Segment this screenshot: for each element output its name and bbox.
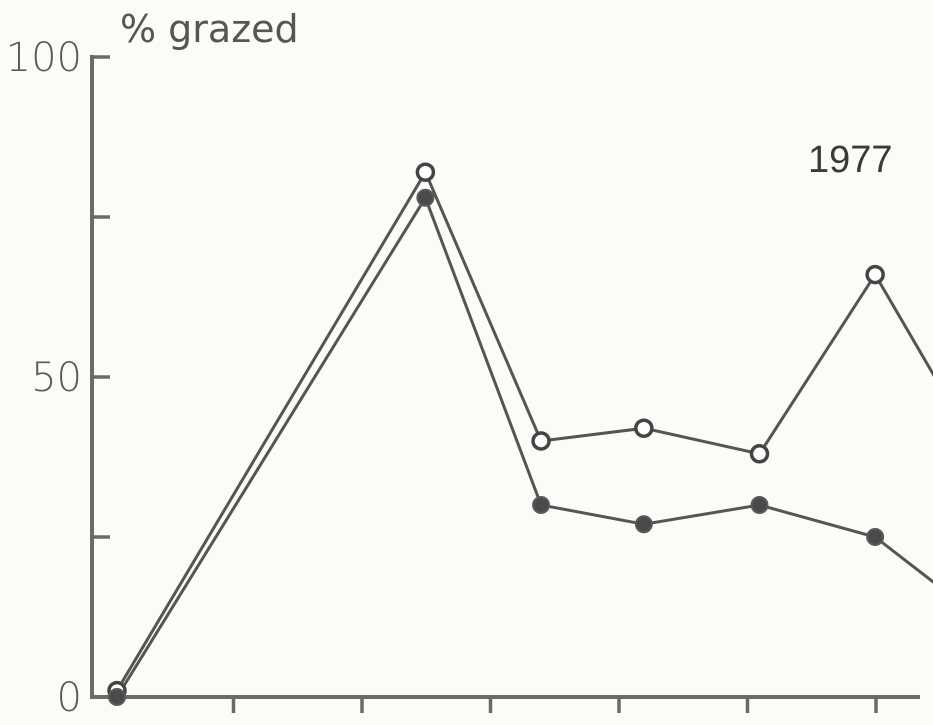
open-circle-point: [865, 264, 885, 285]
filled-circle-point: [532, 496, 551, 514]
y-tick-label: 100: [6, 35, 82, 81]
filled-circle-point: [866, 528, 885, 546]
open-circle-point: [634, 418, 654, 438]
year-annotation: 1977: [808, 139, 893, 181]
open-circle-point: [749, 444, 770, 464]
series-markers: [107, 162, 885, 706]
open-circle-point: [415, 162, 436, 182]
y-tick-label: 0: [57, 675, 82, 721]
y-tick-label: 50: [31, 355, 82, 401]
filled-circle-point: [750, 496, 769, 514]
x-axis: [90, 695, 920, 713]
series-lines: [115, 168, 933, 698]
filled-circle-point: [108, 688, 126, 706]
filled-circle-point: [416, 188, 435, 207]
filled-circle-point: [634, 515, 653, 534]
y-axis: 0 50 100: [6, 35, 110, 721]
open-circle-point: [531, 431, 551, 451]
y-axis-label: % grazed: [120, 7, 299, 51]
series-line-1: [115, 168, 933, 692]
series-line-2: [115, 194, 933, 698]
